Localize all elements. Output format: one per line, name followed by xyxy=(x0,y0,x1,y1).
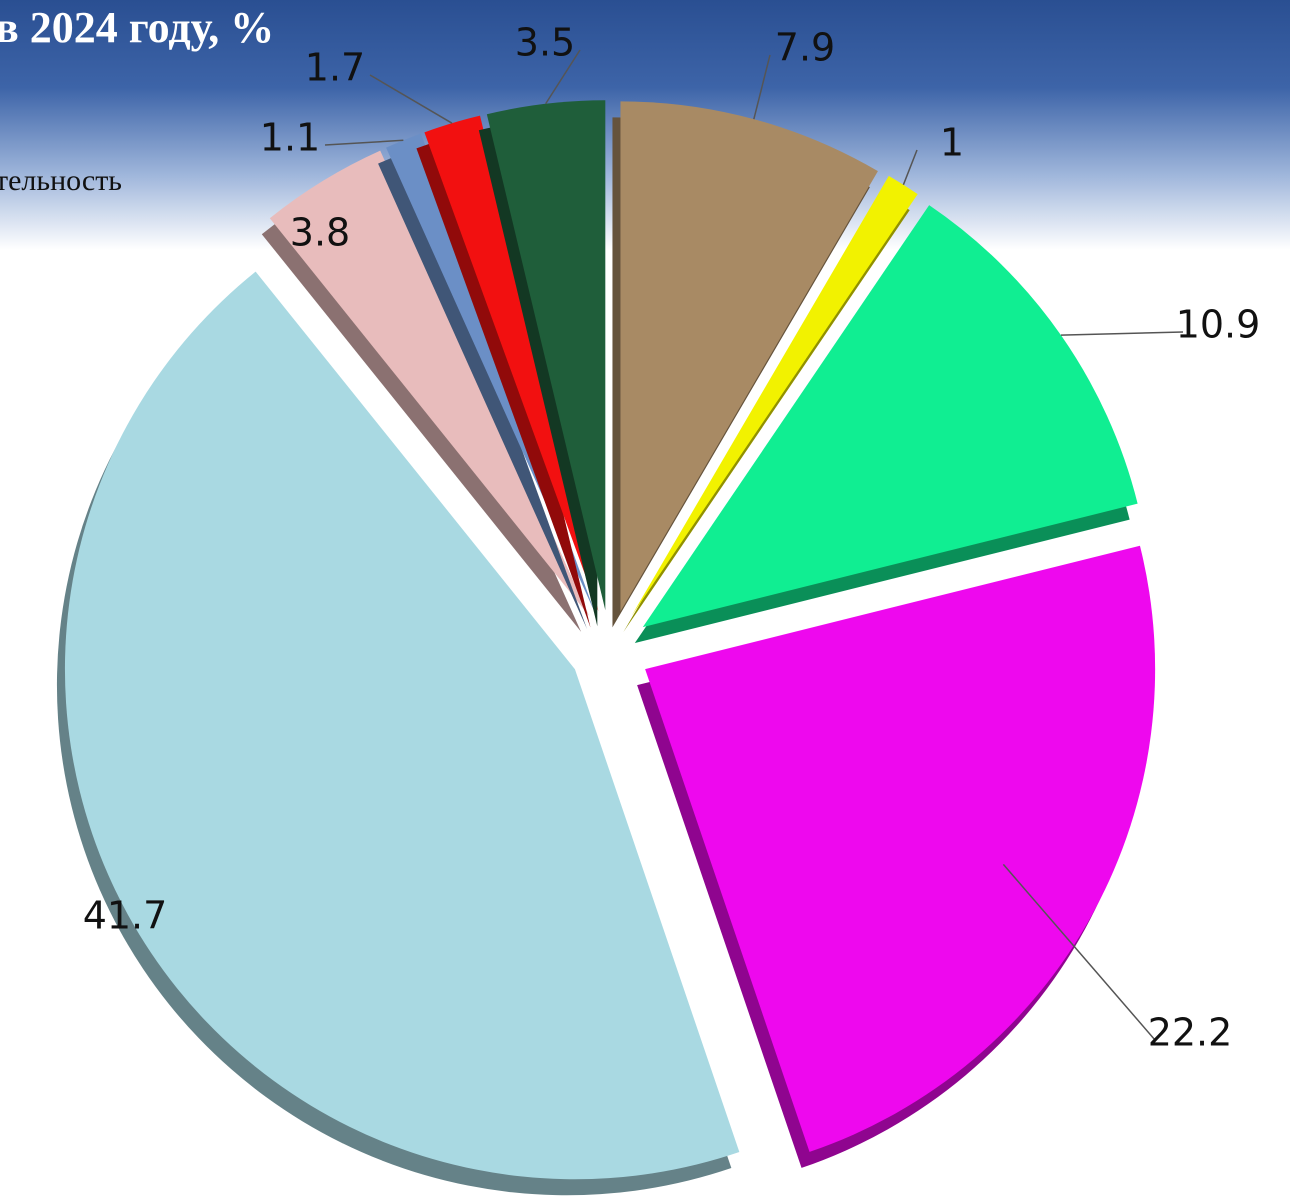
leader-line xyxy=(324,139,404,146)
slice xyxy=(486,100,606,611)
data-label: 1 xyxy=(940,121,964,165)
leader-line xyxy=(1002,863,1156,1041)
data-label: 1.1 xyxy=(260,116,320,160)
slice xyxy=(424,115,599,612)
chart-title: в 2024 году, % xyxy=(0,3,274,52)
slice xyxy=(645,545,1156,1152)
leader-line xyxy=(753,54,771,120)
data-label: 3.8 xyxy=(290,211,350,255)
slice xyxy=(64,271,740,1180)
data-label: 41.7 xyxy=(83,894,168,938)
data-label: 10.9 xyxy=(1176,303,1261,347)
legend-text: тельность xyxy=(0,164,122,197)
slice xyxy=(269,150,590,616)
data-label: 1.7 xyxy=(305,46,365,90)
leader-line xyxy=(1060,331,1184,336)
slice-side xyxy=(378,149,587,629)
data-label: 7.9 xyxy=(775,26,835,70)
slice-side xyxy=(416,131,591,628)
leader-line xyxy=(369,74,453,124)
slice xyxy=(620,101,878,612)
slice xyxy=(642,205,1138,628)
leader-line xyxy=(902,149,918,186)
data-label: 22.2 xyxy=(1148,1011,1233,1055)
slice xyxy=(631,175,918,617)
leader-line xyxy=(545,49,581,105)
data-label: 3.5 xyxy=(515,21,575,65)
